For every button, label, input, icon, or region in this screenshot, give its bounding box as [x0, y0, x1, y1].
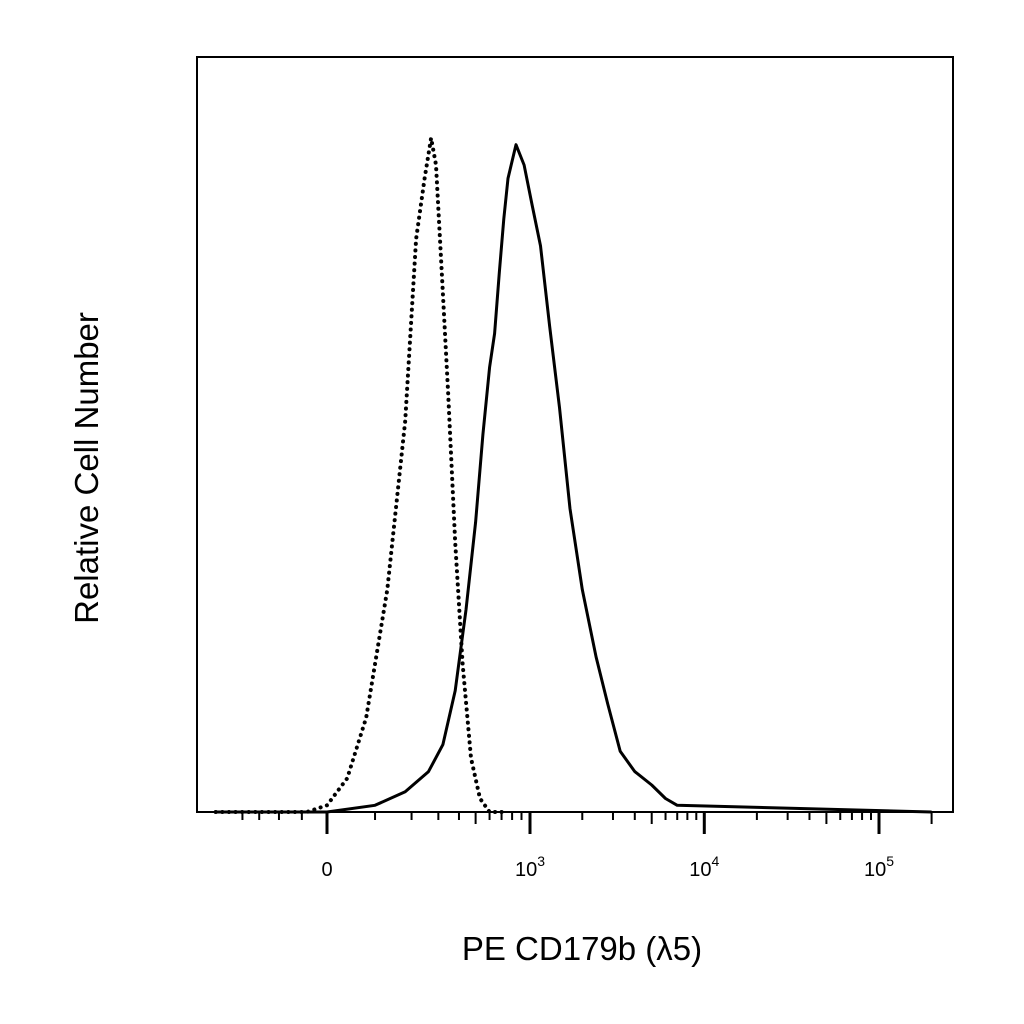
x-tick-label: 0 [321, 859, 332, 881]
x-tick-label: 105 [864, 853, 894, 881]
x-axis-tick-labels: 0 103 104 105 [321, 853, 894, 881]
x-axis-title: PE CD179b (λ5) [462, 930, 702, 967]
x-tick-label: 104 [689, 853, 719, 881]
x-tick-label: 103 [515, 853, 545, 881]
series-layer [213, 136, 932, 814]
plot-frame [196, 56, 954, 813]
x-axis-major-ticks [325, 812, 881, 834]
y-axis-title: Relative Cell Number [68, 312, 105, 624]
x-axis-minor-ticks [241, 812, 933, 824]
series-line-dotted [213, 136, 504, 814]
series-line-solid [215, 143, 932, 814]
